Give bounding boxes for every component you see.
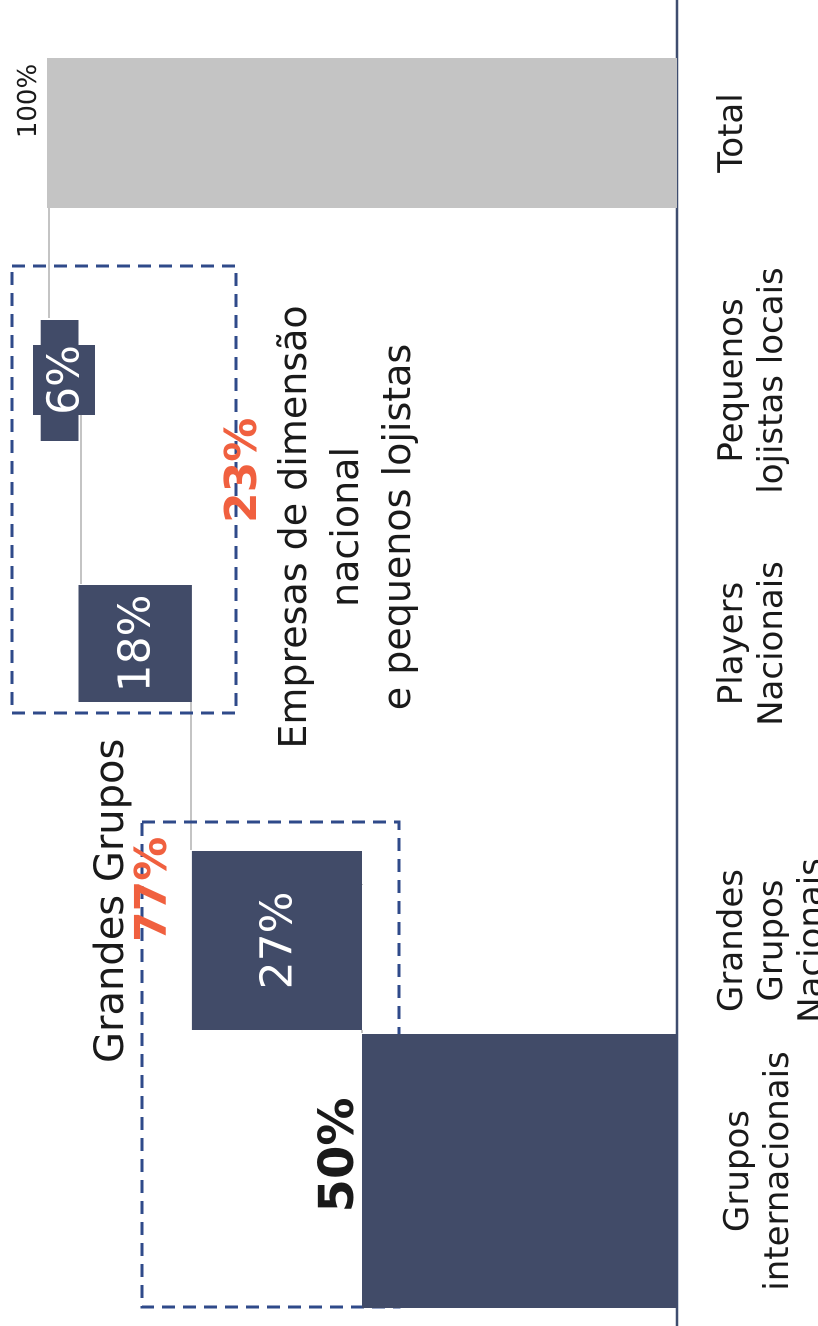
bar-value-label: 18%	[110, 595, 161, 693]
group-value-empresas-nacionais: 23%	[216, 418, 267, 523]
category-tick-label: Players	[711, 582, 751, 706]
group-frame-empresas-nacionais	[10, 264, 238, 715]
bar-1	[191, 851, 362, 1030]
category-tick-label: Grandes	[711, 869, 751, 1012]
group-name-grandes-grupos: Grandes Grupos	[87, 739, 133, 1063]
category-tick-label: Grupos	[717, 1110, 757, 1232]
bar-0	[362, 1034, 677, 1308]
group-name-empresas-nacionais-line1: Empresas de dimensão	[271, 305, 315, 748]
bar-value-label: 50%	[309, 1098, 365, 1213]
bar-2	[78, 585, 192, 702]
category-tick-label: internacionais	[757, 1051, 797, 1291]
group-value-grandes-grupos: 77%	[126, 837, 177, 942]
category-tick-label: Grupos	[751, 880, 791, 1002]
group-name-empresas-nacionais-line3: e pequenos lojistas	[375, 344, 419, 710]
bar-label-plate	[33, 345, 95, 415]
group-frame-grandes-grupos	[140, 820, 401, 1309]
bar-total	[47, 58, 677, 208]
category-tick-label: Total	[711, 93, 751, 173]
bar-value-label: 27%	[251, 892, 302, 990]
bar-value-label: 100%	[13, 64, 43, 138]
category-tick-label: Pequenos	[711, 298, 751, 462]
category-tick-label: Nacionais	[791, 858, 818, 1023]
bar-value-label: 6%	[39, 345, 90, 415]
category-tick-label: lojistas locais	[751, 267, 791, 493]
group-name-empresas-nacionais-line2: nacional	[323, 447, 367, 607]
category-tick-label: Nacionais	[751, 561, 791, 726]
